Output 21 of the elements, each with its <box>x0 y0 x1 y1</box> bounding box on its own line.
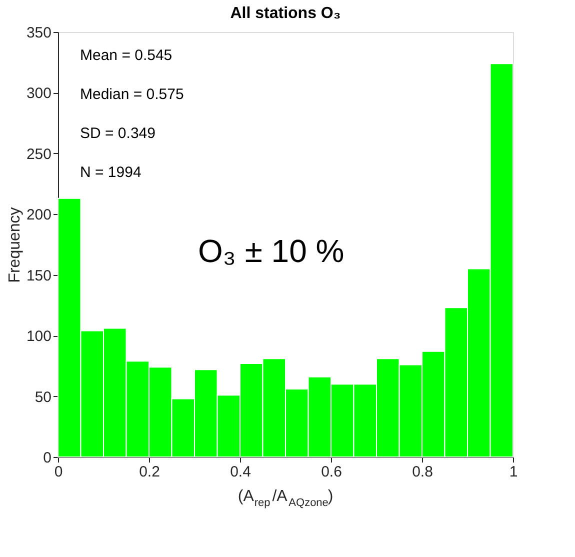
y-tick-label: 50 <box>34 388 52 406</box>
y-tick-label: 200 <box>26 206 52 224</box>
x-tick-label: 0.2 <box>139 464 160 480</box>
annotation: Median = 0.575 <box>80 86 184 103</box>
y-tick-label: 0 <box>43 450 52 466</box>
y-tick-label: 300 <box>26 85 52 102</box>
x-tick-label: 1 <box>509 464 518 480</box>
y-tick-label: 350 <box>26 24 52 42</box>
x-tick-label: 0.4 <box>230 464 251 480</box>
x-tick-label: 0.8 <box>412 464 433 480</box>
annotation: Mean = 0.545 <box>80 47 172 64</box>
chart-title: All stations O₃ <box>230 5 341 22</box>
x-tick-label: 0.6 <box>321 464 342 480</box>
y-tick-label: 250 <box>26 146 52 163</box>
y-axis-title: Frequency <box>6 207 24 283</box>
y-tick-label: 150 <box>26 267 52 284</box>
x-tick-label: 0 <box>54 464 63 480</box>
annotation: SD = 0.349 <box>80 125 156 142</box>
annotation: N = 1994 <box>80 164 142 181</box>
annotation: O₃ ± 10 % <box>198 233 344 269</box>
y-tick-label: 100 <box>26 328 52 346</box>
